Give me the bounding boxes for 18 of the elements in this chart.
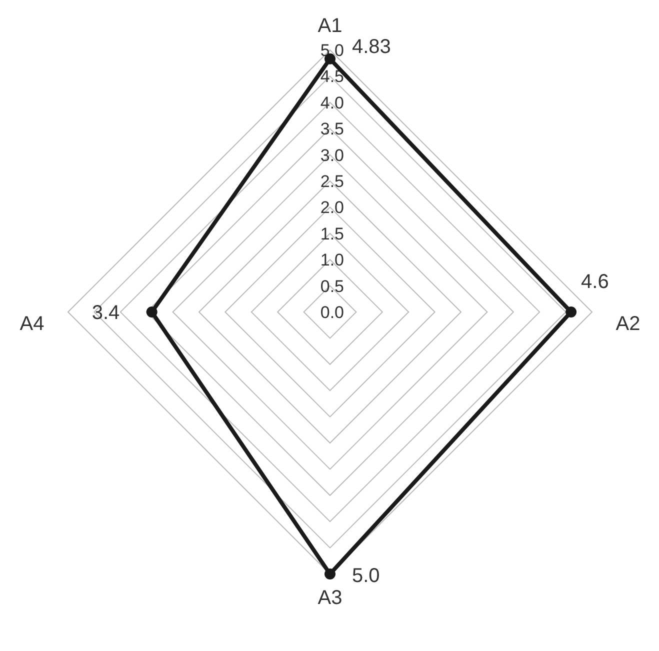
- y-tick-label: 0.0: [320, 303, 344, 322]
- y-tick-label: 3.5: [320, 120, 344, 139]
- y-tick-label: 2.5: [320, 172, 344, 191]
- y-tick-label: 0.5: [320, 276, 344, 296]
- data-label: 5.0: [352, 565, 380, 587]
- spoke-label: A2: [616, 313, 640, 335]
- spoke-label: A3: [318, 587, 342, 609]
- y-tick-label: 3.0: [320, 146, 344, 165]
- y-tick-label: 2.0: [320, 198, 344, 218]
- y-tick-label: 4.0: [320, 93, 344, 112]
- spoke-label: A1: [318, 15, 342, 37]
- data-label: 4.6: [581, 271, 609, 293]
- y-tick-label: 1.5: [320, 224, 344, 244]
- y-tick-label: 1.0: [320, 250, 344, 270]
- y-tick-label: 4.5: [320, 67, 344, 86]
- data-label: 3.4: [92, 302, 120, 324]
- spoke-label: A4: [20, 313, 44, 335]
- data-label: 4.83: [352, 36, 391, 58]
